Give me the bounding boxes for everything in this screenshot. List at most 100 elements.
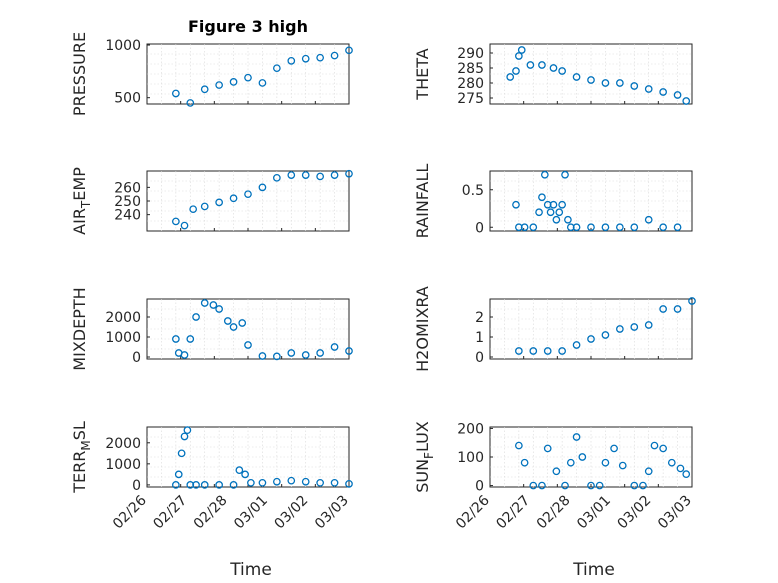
- data-point: [601, 458, 610, 467]
- x-tick-label: 02/27: [150, 493, 190, 533]
- y-axis-label: THETA: [413, 48, 432, 100]
- data-point: [566, 458, 575, 467]
- x-axis-label-left: Time: [229, 560, 272, 580]
- data-point: [558, 347, 566, 355]
- data-point: [229, 323, 238, 331]
- data-point: [644, 215, 653, 224]
- data-point: [616, 223, 624, 232]
- data-point: [616, 79, 624, 87]
- data-point: [561, 170, 569, 179]
- y-tick-label: 1: [475, 330, 484, 346]
- data-point: [273, 173, 281, 182]
- panel-sun_flux: 0 100 200 02/26 02/27 02/28 03/01 03/02 03/03 SUN…: [413, 421, 695, 532]
- data-point: [172, 89, 180, 98]
- data-point: [209, 301, 218, 309]
- data-point: [258, 183, 267, 192]
- data-point: [180, 432, 189, 441]
- data-point: [258, 352, 267, 360]
- x-axis-label-right: Time: [572, 560, 615, 580]
- data-point: [601, 223, 610, 232]
- data-point: [682, 97, 691, 105]
- data-point: [316, 172, 324, 181]
- data-point: [650, 441, 659, 450]
- data-point: [247, 478, 255, 487]
- data-point: [673, 305, 682, 313]
- y-tick-label: 240: [114, 208, 141, 224]
- y-axis-label: MIXDEPTH: [70, 287, 89, 370]
- data-point: [529, 223, 538, 232]
- data-point: [200, 299, 209, 307]
- data-point: [526, 61, 535, 69]
- data-point: [616, 325, 624, 333]
- data-point: [587, 335, 595, 343]
- data-point: [538, 193, 546, 202]
- data-point: [316, 478, 324, 487]
- y-tick-label: 290: [457, 46, 484, 62]
- data-point: [572, 433, 581, 441]
- x-tick-label: 03/02: [615, 493, 655, 533]
- data-point: [345, 347, 353, 355]
- data-point: [587, 481, 595, 490]
- data-point: [316, 53, 324, 62]
- data-point: [200, 202, 209, 211]
- data-point: [172, 481, 180, 489]
- x-tick-label: 02/26: [110, 492, 150, 532]
- data-point: [630, 323, 639, 331]
- data-point: [215, 481, 223, 489]
- data-point: [667, 458, 676, 467]
- data-point: [174, 470, 183, 479]
- data-point: [287, 476, 296, 485]
- data-point: [287, 56, 296, 65]
- data-point: [345, 169, 353, 178]
- panel-h2omixra: 0 1 2 H2OMIXRA: [413, 286, 696, 372]
- data-point: [512, 67, 520, 75]
- data-point: [200, 85, 209, 94]
- data-point: [258, 478, 267, 487]
- data-point: [301, 171, 310, 179]
- y-tick-label: 0: [132, 350, 141, 366]
- y-tick-label: 2: [475, 310, 484, 326]
- y-tick-label: 0: [475, 350, 484, 366]
- data-point: [506, 73, 515, 81]
- data-point: [555, 208, 564, 217]
- data-point: [552, 467, 561, 476]
- data-point: [517, 46, 526, 54]
- data-point: [330, 478, 339, 487]
- data-point: [610, 444, 618, 453]
- y-tick-label: 500: [114, 91, 141, 107]
- data-point: [659, 88, 667, 96]
- y-tick-label: 0: [132, 478, 141, 494]
- data-point: [186, 99, 195, 107]
- data-point: [644, 85, 653, 93]
- y-tick-label: 0.5: [462, 183, 484, 199]
- data-point: [572, 223, 581, 232]
- data-point: [618, 461, 627, 470]
- y-tick-label: 280: [457, 76, 484, 92]
- data-point: [215, 198, 223, 207]
- data-point: [215, 81, 223, 89]
- x-tick-label: 02/27: [493, 493, 533, 533]
- data-point: [512, 200, 520, 209]
- data-point: [345, 46, 353, 55]
- data-point: [587, 76, 595, 84]
- data-point: [682, 470, 691, 478]
- data-point: [630, 481, 639, 490]
- data-point: [200, 481, 209, 489]
- panel-pressure: 500 1000 PRESSURE Figure 3 high: [70, 17, 353, 116]
- x-tick-label: 03/03: [655, 493, 695, 533]
- data-point: [572, 73, 581, 81]
- data-point: [515, 441, 523, 450]
- data-point: [659, 305, 667, 313]
- x-tick-label: 02/28: [534, 493, 574, 533]
- data-point: [241, 470, 249, 479]
- data-point: [538, 481, 546, 490]
- data-point: [235, 466, 244, 475]
- data-point: [644, 321, 653, 329]
- data-point: [515, 347, 523, 355]
- x-tick-label: 03/03: [312, 493, 352, 533]
- data-point: [630, 82, 639, 90]
- data-point: [529, 347, 538, 355]
- y-tick-label: 1000: [105, 457, 141, 473]
- data-point: [244, 190, 252, 199]
